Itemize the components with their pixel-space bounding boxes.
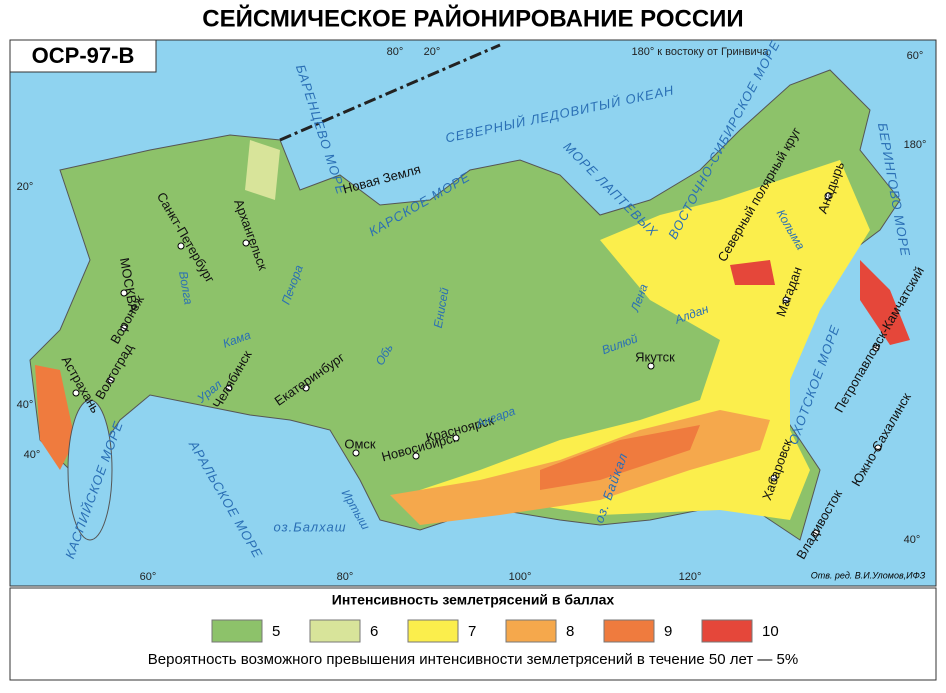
degree-label: 80° bbox=[337, 571, 354, 583]
degree-label: 100° bbox=[509, 571, 532, 583]
caspian bbox=[67, 399, 113, 541]
city-dot bbox=[412, 452, 420, 460]
legend-title: Интенсивность землетрясений в баллах bbox=[332, 592, 615, 608]
legend-swatch bbox=[603, 619, 655, 643]
legend-label: 5 bbox=[272, 623, 280, 640]
city-dot bbox=[824, 192, 832, 200]
degree-label: 40° bbox=[24, 449, 41, 461]
zone-10-kolyma bbox=[730, 260, 775, 285]
badge-box bbox=[9, 39, 157, 73]
city-dot bbox=[782, 296, 790, 304]
zone-9 bbox=[540, 425, 700, 490]
city-dot bbox=[874, 444, 882, 452]
legend-box bbox=[9, 587, 937, 681]
city-dot bbox=[225, 384, 233, 392]
degree-label: 60° bbox=[140, 571, 157, 583]
city-dot bbox=[107, 376, 115, 384]
legend-swatch bbox=[407, 619, 459, 643]
badge: ОСР-97-В bbox=[32, 43, 135, 68]
credit: Отв. ред. В.И.Уломов,ИФЗ bbox=[811, 570, 926, 580]
city-dot bbox=[242, 239, 250, 247]
city-dot bbox=[452, 434, 460, 442]
city-dot bbox=[770, 474, 778, 482]
legend-footnote: Вероятность возможного превышения интенс… bbox=[148, 651, 798, 668]
legend-label: 9 bbox=[664, 623, 672, 640]
zone-9-caucasus bbox=[35, 365, 75, 470]
degree-label: 40° bbox=[904, 534, 921, 546]
legend-swatch bbox=[505, 619, 557, 643]
degree-label: 80° bbox=[387, 46, 404, 58]
legend-label: 7 bbox=[468, 623, 476, 640]
degree-label: 60° bbox=[907, 50, 924, 62]
degree-label: 40° bbox=[17, 399, 34, 411]
city-dot bbox=[872, 344, 880, 352]
legend-swatch bbox=[701, 619, 753, 643]
legend-label: 8 bbox=[566, 623, 574, 640]
city-dot bbox=[812, 529, 820, 537]
city-dot bbox=[302, 384, 310, 392]
city-dot bbox=[120, 324, 128, 332]
degree-label: 20° bbox=[17, 181, 34, 193]
legend-swatch bbox=[211, 619, 263, 643]
degree-label: 120° bbox=[679, 571, 702, 583]
city-dot bbox=[72, 389, 80, 397]
legend-label: 10 bbox=[762, 623, 779, 640]
sea-label: оз.Балхаш bbox=[274, 519, 347, 534]
city-label: Омск bbox=[344, 436, 376, 451]
degree-label: 20° bbox=[424, 46, 441, 58]
city-label: Якутск bbox=[635, 349, 675, 364]
zone-6 bbox=[245, 140, 280, 200]
zone-10 bbox=[860, 260, 910, 345]
city-dot bbox=[120, 289, 128, 297]
city-dot bbox=[352, 449, 360, 457]
city-dot bbox=[647, 362, 655, 370]
river-label: Волга bbox=[176, 270, 196, 306]
degree-label: 180° bbox=[904, 139, 927, 151]
title: СЕЙСМИЧЕСКОЕ РАЙОНИРОВАНИЕ РОССИИ bbox=[202, 4, 743, 32]
border-line bbox=[279, 43, 501, 142]
legend-label: 6 bbox=[370, 623, 378, 640]
legend-swatch bbox=[309, 619, 361, 643]
city-dot bbox=[177, 242, 185, 250]
meridian-note: 180° к востоку от Гринвича bbox=[631, 46, 769, 58]
